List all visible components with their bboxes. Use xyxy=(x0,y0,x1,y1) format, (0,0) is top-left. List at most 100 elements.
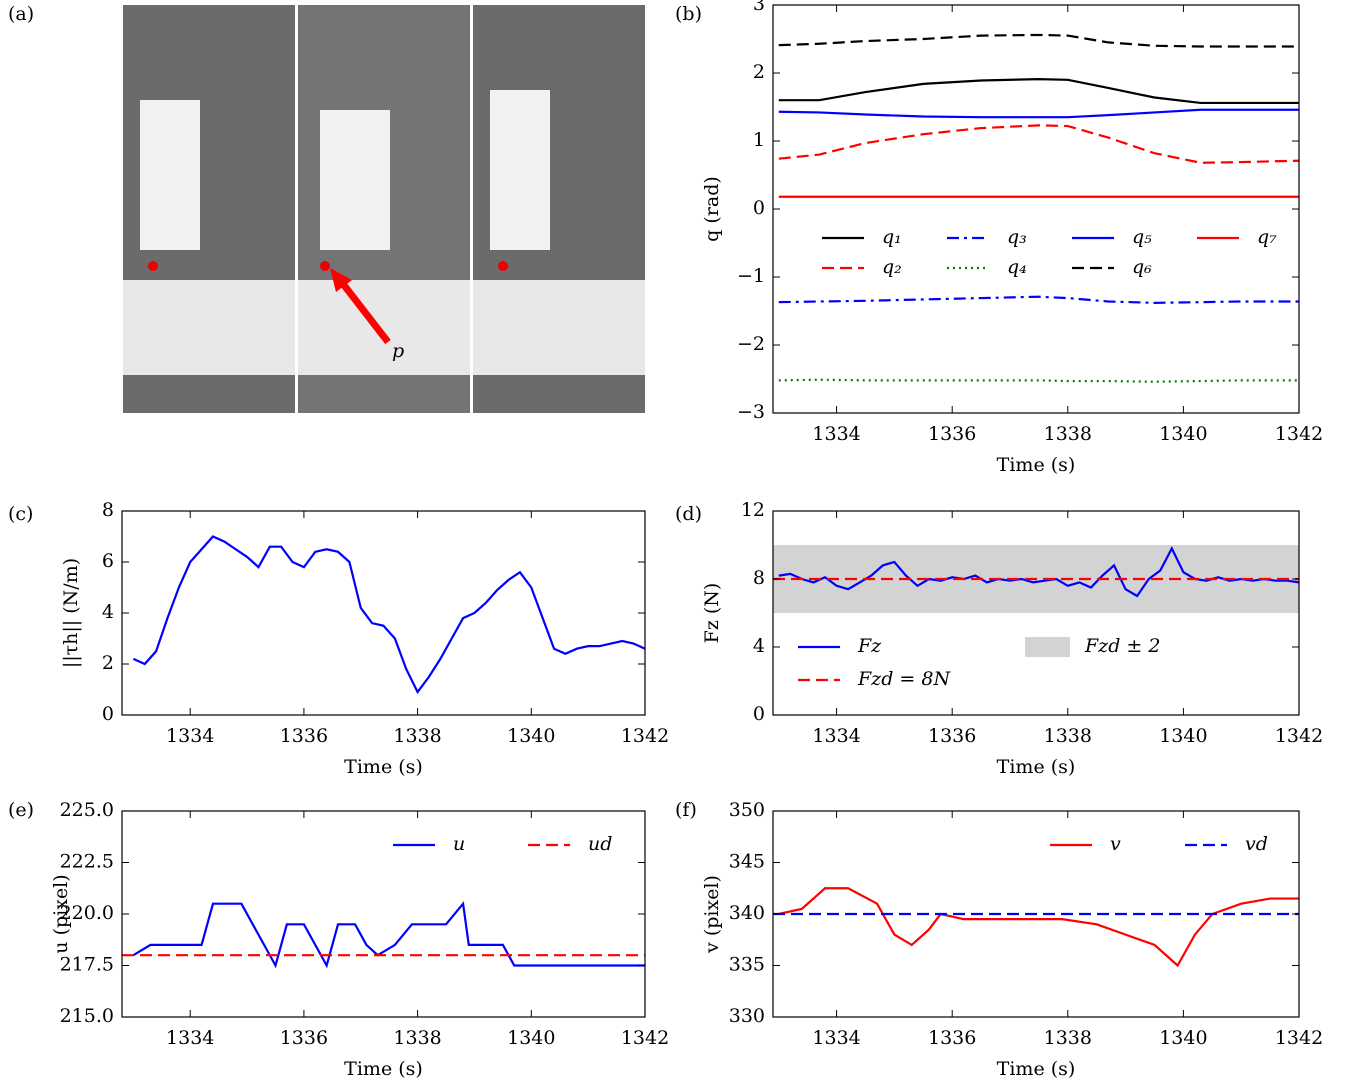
legend-label: q₆ xyxy=(1132,256,1152,278)
legend-label: ud xyxy=(588,833,612,855)
x-axis-label: Time (s) xyxy=(997,454,1076,476)
series-line xyxy=(132,535,646,695)
y-tick-label: 340 xyxy=(729,902,765,924)
y-tick-label: 215.0 xyxy=(60,1005,114,1027)
legend-label: q₂ xyxy=(882,256,902,278)
panel-label: (e) xyxy=(8,799,34,821)
series-line xyxy=(778,108,1299,119)
y-tick-label: 3 xyxy=(753,0,765,15)
legend-label: Fzd ± 2 xyxy=(1084,635,1160,657)
x-tick-label: 1340 xyxy=(1159,725,1207,747)
panel-label: (a) xyxy=(8,3,34,25)
y-axis-label: u (pixel) xyxy=(50,874,72,953)
legend-label: u xyxy=(453,833,465,855)
legend-label: q₁ xyxy=(882,226,902,248)
x-tick-label: 1334 xyxy=(166,725,214,747)
y-tick-label: 222.5 xyxy=(60,851,114,873)
x-tick-label: 1334 xyxy=(812,1027,860,1049)
legend-swatch xyxy=(1025,637,1070,657)
y-tick-label: 0 xyxy=(753,197,765,219)
y-axis-label: ||τh|| (N/m) xyxy=(60,558,82,668)
axes-frame xyxy=(121,510,646,716)
axes-frame xyxy=(772,4,1300,414)
x-tick-label: 1342 xyxy=(1275,423,1323,445)
legend-label: q₅ xyxy=(1132,226,1152,248)
x-tick-label: 1334 xyxy=(166,1027,214,1049)
x-tick-label: 1336 xyxy=(928,423,976,445)
y-tick-label: 1 xyxy=(753,129,765,151)
x-tick-label: 1342 xyxy=(621,1027,669,1049)
x-tick-label: 1342 xyxy=(1275,1027,1323,1049)
x-axis-label: Time (s) xyxy=(344,756,423,778)
table-surface xyxy=(298,280,470,375)
y-tick-label: 2 xyxy=(753,61,765,83)
x-axis-label: Time (s) xyxy=(997,756,1076,778)
photo-panel: p (a) xyxy=(8,3,645,413)
x-tick-label: 1336 xyxy=(928,725,976,747)
y-tick-label: 335 xyxy=(729,954,765,976)
y-tick-label: 220.0 xyxy=(60,902,114,924)
y-tick-label: 0 xyxy=(753,703,765,725)
y-tick-label: 2 xyxy=(102,652,114,674)
tool-tip xyxy=(148,261,158,271)
y-tick-label: −1 xyxy=(737,265,765,287)
x-tick-label: 1340 xyxy=(1159,1027,1207,1049)
y-tick-label: 6 xyxy=(102,550,114,572)
series-line xyxy=(778,295,1299,304)
y-tick-label: 4 xyxy=(753,635,765,657)
arrow xyxy=(337,277,391,345)
panel-label: (f) xyxy=(675,799,697,821)
x-tick-label: 1338 xyxy=(393,1027,441,1049)
y-tick-label: 217.5 xyxy=(60,954,114,976)
y-axis-label: Fz (N) xyxy=(701,583,723,644)
axes-frame xyxy=(121,810,646,1018)
y-tick-label: 8 xyxy=(102,499,114,521)
legend-label: q₇ xyxy=(1257,226,1277,248)
x-tick-label: 1340 xyxy=(507,725,555,747)
series-line xyxy=(132,901,645,969)
x-tick-label: 1340 xyxy=(1159,423,1207,445)
y-tick-label: 330 xyxy=(729,1005,765,1027)
annotation: p xyxy=(392,340,404,362)
x-tick-label: 1338 xyxy=(1044,423,1092,445)
y-tick-label: −3 xyxy=(737,401,765,423)
robot-arm xyxy=(490,90,550,250)
legend-label: Fz xyxy=(857,635,882,657)
x-tick-label: 1334 xyxy=(812,725,860,747)
legend-label: Fzd = 8N xyxy=(857,668,951,690)
panel-label: (c) xyxy=(8,503,33,525)
axes-frame xyxy=(772,510,1300,716)
y-tick-label: −2 xyxy=(737,333,765,355)
arrow-head xyxy=(330,268,352,292)
y-axis-label: v (pixel) xyxy=(701,875,723,954)
series-line xyxy=(778,33,1299,48)
series-line xyxy=(778,378,1299,383)
table-surface xyxy=(473,280,645,375)
x-tick-label: 1336 xyxy=(928,1027,976,1049)
x-tick-label: 1336 xyxy=(280,1027,328,1049)
table-surface xyxy=(123,280,295,375)
y-axis-label: q (rad) xyxy=(701,176,723,242)
y-tick-label: 225.0 xyxy=(60,799,114,821)
legend-label: q₄ xyxy=(1007,256,1027,278)
x-axis-label: Time (s) xyxy=(344,1058,423,1080)
series-line xyxy=(778,124,1300,164)
series-line xyxy=(778,887,1299,968)
robot-arm xyxy=(140,100,200,250)
panel-label: (d) xyxy=(675,503,702,525)
legend-label: v xyxy=(1110,833,1121,855)
y-tick-label: 350 xyxy=(729,799,765,821)
x-tick-label: 1338 xyxy=(1044,725,1092,747)
x-tick-label: 1338 xyxy=(393,725,441,747)
y-tick-label: 0 xyxy=(102,703,114,725)
x-tick-label: 1336 xyxy=(280,725,328,747)
x-axis-label: Time (s) xyxy=(997,1058,1076,1080)
x-tick-label: 1338 xyxy=(1044,1027,1092,1049)
x-tick-label: 1334 xyxy=(812,423,860,445)
y-tick-label: 8 xyxy=(753,567,765,589)
panel-label: (b) xyxy=(675,3,702,25)
tool-tip xyxy=(498,261,508,271)
x-tick-label: 1342 xyxy=(1275,725,1323,747)
